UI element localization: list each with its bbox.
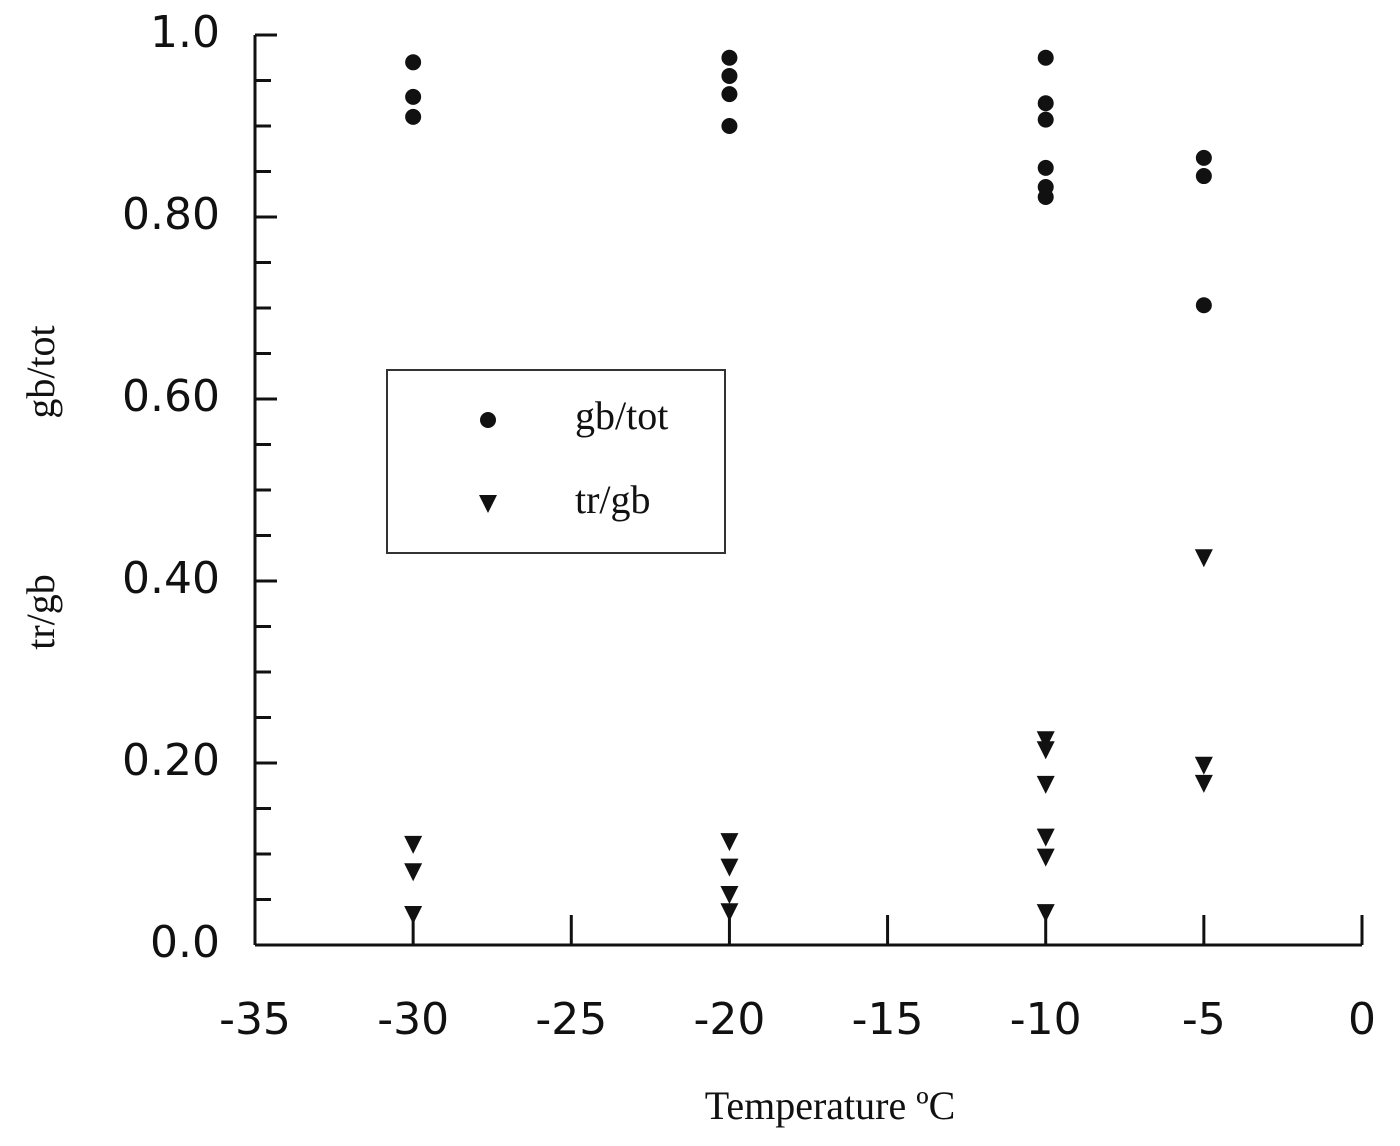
point — [405, 54, 422, 71]
point — [404, 863, 423, 882]
x-tick-label: -20 — [693, 994, 765, 1045]
point — [721, 67, 738, 84]
point — [1194, 756, 1213, 775]
y-tick-label: 1.0 — [150, 7, 220, 58]
point — [1037, 188, 1054, 205]
point — [1036, 848, 1055, 867]
point — [720, 833, 739, 852]
x-tick-label: -15 — [852, 994, 924, 1045]
y-tick-label: 0.0 — [150, 917, 220, 968]
point — [1194, 549, 1213, 568]
y-tick-label: 0.40 — [122, 553, 220, 604]
x-tick-label: -10 — [1010, 994, 1082, 1045]
point — [1036, 775, 1055, 794]
point — [721, 49, 738, 66]
point — [1037, 159, 1054, 176]
point — [404, 905, 423, 924]
y-axis-label: gb/tot — [18, 325, 63, 418]
x-tick-label: -30 — [377, 994, 449, 1045]
point — [1194, 774, 1213, 793]
y-tick-label: 0.80 — [122, 189, 220, 240]
point — [720, 858, 739, 877]
legend-marker — [480, 412, 496, 428]
legend-label: tr/gb — [575, 477, 651, 522]
x-tick-label: -25 — [535, 994, 607, 1045]
point — [720, 903, 739, 922]
y-tick-label: 0.20 — [122, 735, 220, 786]
y-tick-label: 0.60 — [122, 371, 220, 422]
x-tick-label: 0 — [1348, 994, 1376, 1045]
point — [1037, 95, 1054, 112]
point — [721, 118, 738, 134]
point — [1195, 297, 1212, 314]
point — [1195, 168, 1212, 185]
y-axis-label: tr/gb — [18, 574, 63, 650]
point — [1037, 49, 1054, 66]
point — [1036, 741, 1055, 760]
point — [1036, 904, 1055, 923]
point — [720, 885, 739, 904]
legend-box — [386, 369, 726, 554]
point — [404, 835, 423, 854]
x-tick-label: -5 — [1182, 994, 1226, 1045]
point — [1036, 731, 1055, 750]
x-axis-label: Temperature ºC — [705, 1083, 956, 1128]
point — [1195, 149, 1212, 166]
point — [405, 88, 422, 105]
point — [1036, 828, 1055, 847]
legend-label: gb/tot — [575, 393, 668, 438]
point — [405, 108, 422, 125]
point — [1037, 111, 1054, 128]
x-tick-label: -35 — [219, 994, 291, 1045]
legend-marker — [479, 495, 497, 513]
point — [721, 86, 738, 103]
